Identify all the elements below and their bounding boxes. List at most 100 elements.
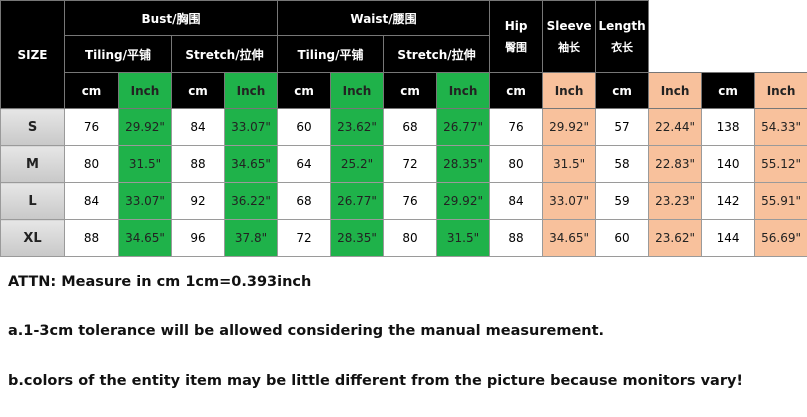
inch-cell: 26.77" — [330, 182, 385, 220]
inch-cell: 22.44" — [648, 108, 703, 146]
inch-cell: 54.33" — [754, 108, 807, 146]
inch-cell: 36.22" — [223, 182, 279, 220]
group-header: Hip 臀围 — [489, 0, 544, 73]
size-header: SIZE — [0, 0, 65, 109]
data-row: S 76 29.92" 84 33.07" 60 23.62" 68 26.77" 76 29.92… — [0, 108, 807, 146]
data-row: XL 88 34.65" 96 37.8" 72 28.35" 80 31.5" 88 34.65"… — [0, 219, 807, 257]
cm-cell: 88 — [489, 219, 544, 257]
note: b.colors of the entity item may be littl… — [8, 373, 744, 389]
group-subtitle: 衣长 — [611, 40, 634, 54]
inch-cell: 31.5" — [436, 219, 491, 257]
cm-cell: 76 — [64, 108, 119, 146]
unit-inch: Inch — [118, 72, 172, 109]
cm-cell: 68 — [383, 108, 438, 146]
cm-cell: 144 — [701, 219, 756, 257]
cm-cell: 96 — [171, 219, 225, 257]
cm-cell: 80 — [383, 219, 438, 257]
subgroup-header: Stretch/拉伸 — [170, 35, 279, 73]
cm-cell: 88 — [64, 219, 119, 257]
data-row: M 80 31.5" 88 34.65" 64 25.2" 72 28.35" 80 31.5" 58… — [0, 145, 807, 183]
cm-cell: 138 — [701, 108, 756, 146]
header-row: SIZE Bust/胸围 Waist/腰围 Hip 臀围 Sleeve 袖长 Length 衣长 — [0, 0, 807, 109]
group-header: Bust/胸围 — [63, 0, 279, 36]
cm-cell: 80 — [64, 145, 119, 183]
inch-cell: 55.91" — [754, 182, 807, 220]
data-row: L 84 33.07" 92 36.22" 68 26.77" 76 29.92" 84 33.07… — [0, 182, 807, 220]
unit-inch: Inch — [223, 72, 279, 109]
unit-cm: cm — [383, 72, 438, 109]
size-table: SIZE Bust/胸围 Waist/腰围 Hip 臀围 Sleeve 袖长 Length 衣长… — [0, 0, 807, 257]
inch-cell: 33.07" — [118, 182, 172, 220]
inch-cell: 28.35" — [436, 145, 491, 183]
cm-cell: 60 — [595, 219, 650, 257]
cm-cell: 80 — [489, 145, 544, 183]
cm-cell: 58 — [595, 145, 650, 183]
inch-cell: 31.5" — [118, 145, 172, 183]
unit-cm: cm — [701, 72, 756, 109]
unit-cm: cm — [64, 72, 119, 109]
unit-inch: Inch — [542, 72, 597, 109]
subgroup-header: Tiling/平铺 — [277, 35, 385, 73]
cm-cell: 92 — [171, 182, 225, 220]
inch-cell: 22.83" — [648, 145, 703, 183]
unit-inch: Inch — [754, 72, 807, 109]
cm-cell: 88 — [171, 145, 225, 183]
unit-inch: Inch — [436, 72, 491, 109]
cm-cell: 84 — [489, 182, 544, 220]
size-cell: L — [0, 182, 65, 220]
inch-cell: 23.62" — [648, 219, 703, 257]
inch-cell: 23.62" — [330, 108, 385, 146]
subgroup-header: Tiling/平铺 — [64, 35, 172, 73]
unit-inch: Inch — [648, 72, 703, 109]
cm-cell: 140 — [701, 145, 756, 183]
group-header: Sleeve 袖长 — [542, 0, 597, 73]
unit-cm: cm — [277, 72, 332, 109]
inch-cell: 29.92" — [542, 108, 597, 146]
unit-cm: cm — [595, 72, 650, 109]
group-title: Hip — [504, 18, 528, 33]
cm-cell: 72 — [277, 219, 332, 257]
note: a.1-3cm tolerance will be allowed consid… — [8, 323, 605, 339]
cm-cell: 84 — [64, 182, 119, 220]
note: ATTN: Measure in cm 1cm=0.393inch — [8, 274, 312, 290]
inch-cell: 33.07" — [223, 108, 279, 146]
inch-cell: 26.77" — [436, 108, 491, 146]
cm-cell: 57 — [595, 108, 650, 146]
size-cell: S — [0, 108, 65, 146]
inch-cell: 29.92" — [118, 108, 172, 146]
group-header: Waist/腰围 — [277, 0, 491, 36]
unit-cm: cm — [489, 72, 544, 109]
inch-cell: 28.35" — [330, 219, 385, 257]
group-title: Sleeve — [546, 18, 592, 33]
group-title: Length — [598, 18, 646, 33]
inch-cell: 34.65" — [223, 145, 279, 183]
group-header: Length 衣长 — [595, 0, 650, 73]
group-subtitle: 袖长 — [558, 40, 581, 54]
cm-cell: 60 — [277, 108, 332, 146]
size-cell: M — [0, 145, 65, 183]
cm-cell: 68 — [277, 182, 332, 220]
size-cell: XL — [0, 219, 65, 257]
cm-cell: 64 — [277, 145, 332, 183]
unit-cm: cm — [171, 72, 225, 109]
group-subtitle: 臀围 — [505, 40, 528, 54]
unit-row: cm Inch cm Inch cm Inch cm Inch cm Inch cm Inch cm In… — [1, 72, 807, 109]
inch-cell: 34.65" — [118, 219, 172, 257]
inch-cell: 37.8" — [223, 219, 279, 257]
cm-cell: 59 — [595, 182, 650, 220]
cm-cell: 84 — [171, 108, 225, 146]
cm-cell: 76 — [489, 108, 544, 146]
unit-inch: Inch — [330, 72, 385, 109]
inch-cell: 25.2" — [330, 145, 385, 183]
inch-cell: 55.12" — [754, 145, 807, 183]
subheader-row: Tiling/平铺 Stretch/拉伸 Tiling/平铺 Stretch/拉伸 — [1, 35, 807, 73]
subgroup-header: Stretch/拉伸 — [383, 35, 491, 73]
inch-cell: 56.69" — [754, 219, 807, 257]
cm-cell: 76 — [383, 182, 438, 220]
cm-cell: 72 — [383, 145, 438, 183]
inch-cell: 34.65" — [542, 219, 597, 257]
inch-cell: 33.07" — [542, 182, 597, 220]
inch-cell: 23.23" — [648, 182, 703, 220]
inch-cell: 31.5" — [542, 145, 597, 183]
